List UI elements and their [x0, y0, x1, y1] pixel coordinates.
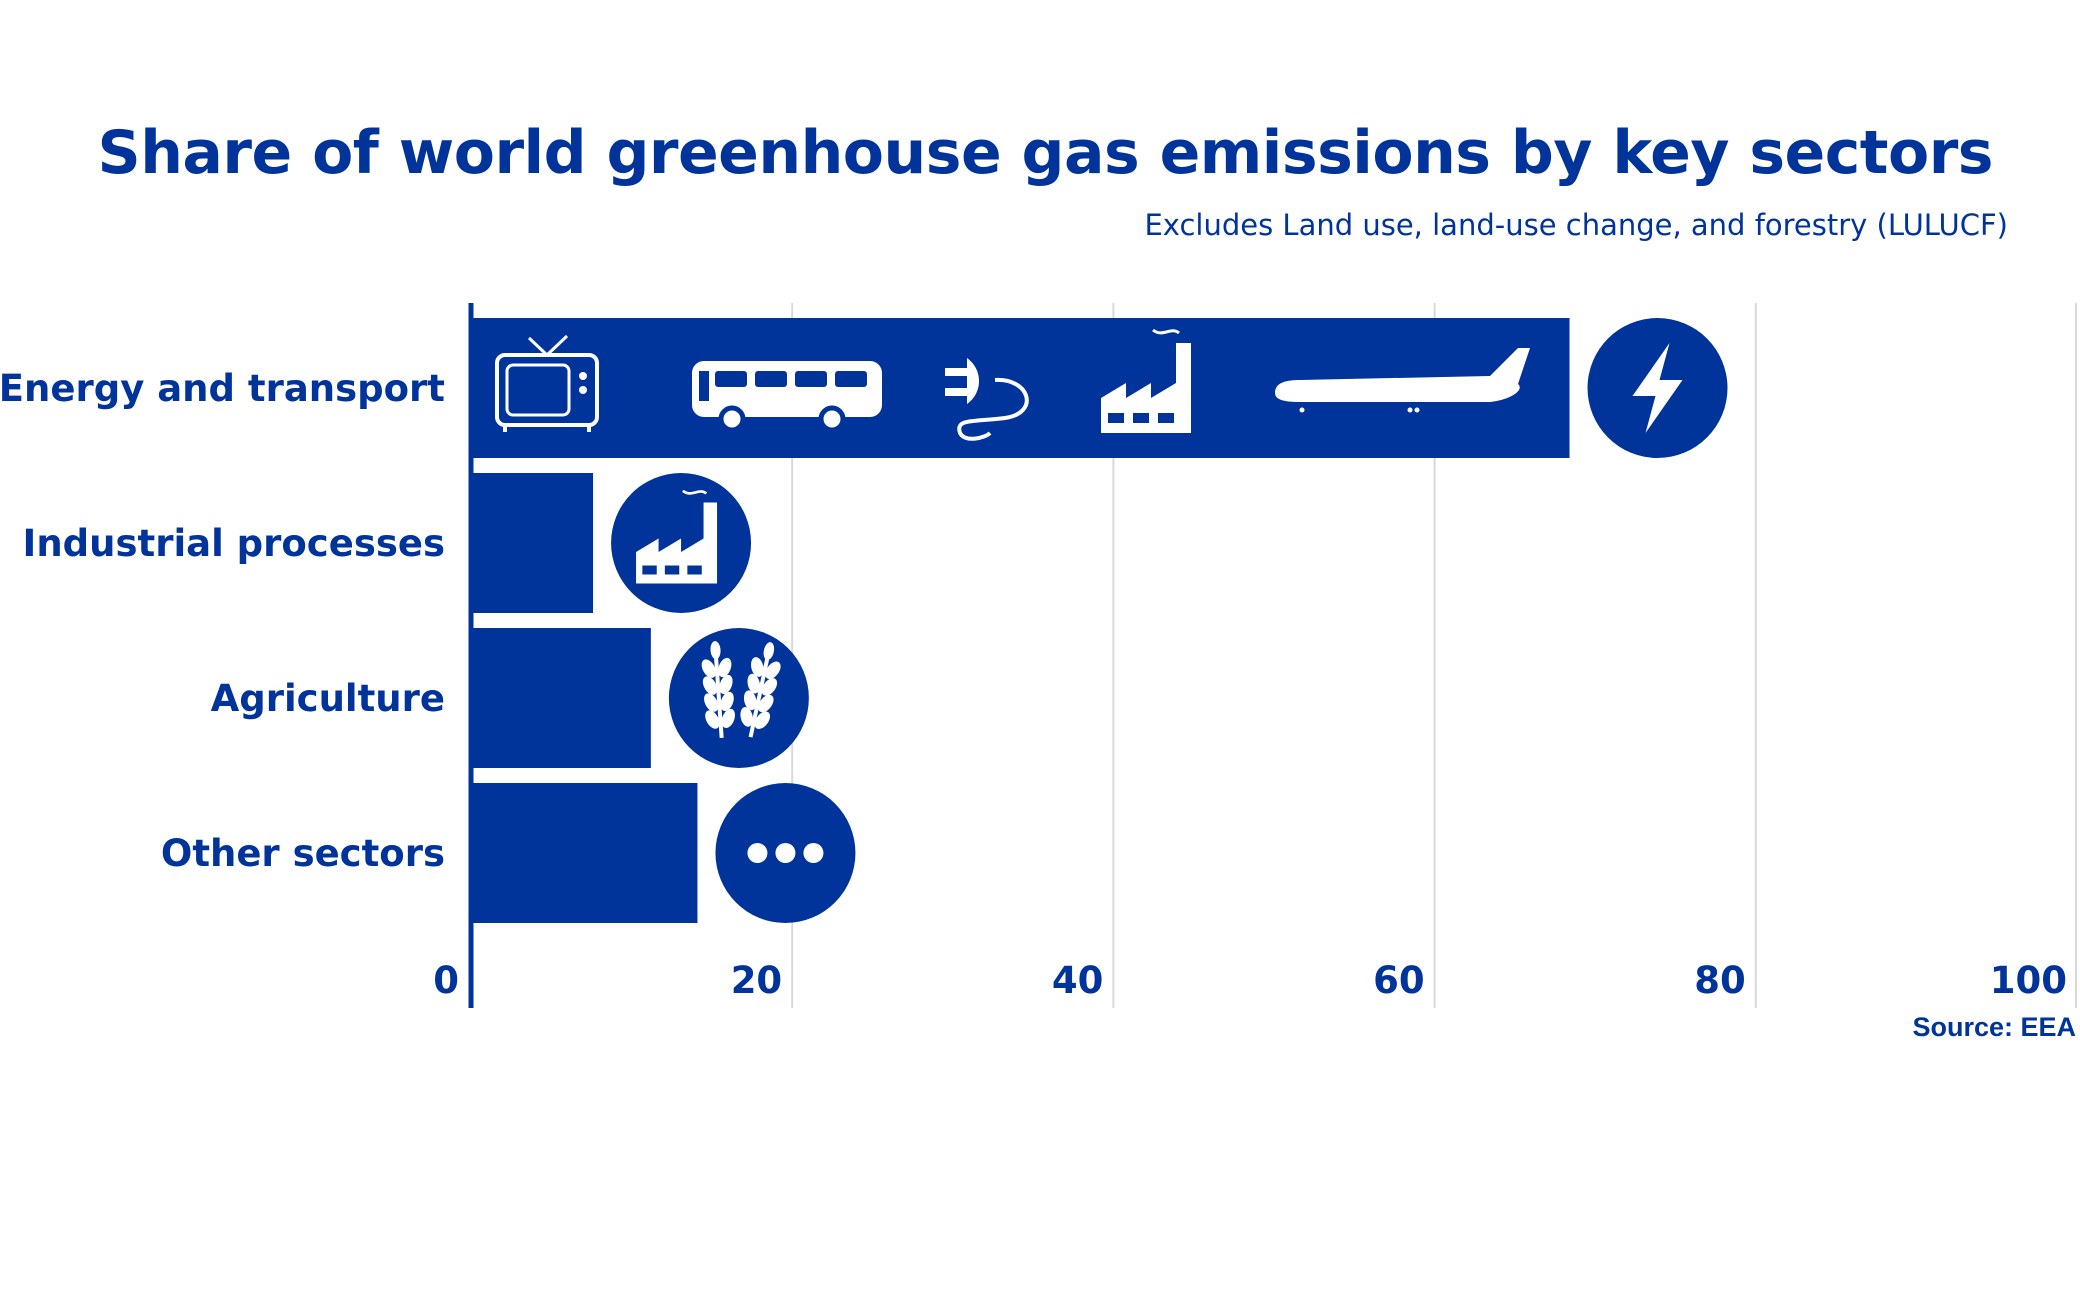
- chart-subtitle: Excludes Land use, land-use change, and …: [1144, 208, 2008, 242]
- category-label: Energy and transport: [0, 367, 445, 410]
- lightning-icon: [1632, 343, 1683, 433]
- bar: [471, 628, 651, 768]
- x-tick-label: 80: [1694, 959, 1746, 1002]
- factory-icon: [636, 489, 718, 584]
- x-tick-labels: 0 20 40 60 80 100: [433, 959, 2067, 1002]
- x-tick-label: 40: [1052, 959, 1104, 1002]
- category-label: Other sectors: [161, 832, 445, 875]
- source-note: Source: EEA: [1912, 1012, 2076, 1042]
- factory-icon: [1101, 328, 1191, 433]
- x-tick-label: 60: [1373, 959, 1425, 1002]
- x-tick-label: 20: [731, 959, 783, 1002]
- bar: [471, 783, 698, 923]
- category-label: Agriculture: [211, 677, 445, 720]
- bar: [471, 473, 594, 613]
- x-tick-label: 0: [433, 959, 459, 1002]
- airplane-icon: [1275, 348, 1530, 413]
- more-dots-icon: [747, 843, 824, 863]
- category-labels: Energy and transport Industrial processes…: [0, 367, 445, 875]
- bar-end-circle: [668, 628, 809, 768]
- chart-title: Share of world greenhouse gas emissions …: [97, 118, 1994, 188]
- tv-icon: [495, 334, 599, 432]
- wheat-icon: [701, 641, 781, 739]
- bus-icon: [692, 361, 882, 433]
- plug-icon: [945, 358, 1029, 441]
- bars: [471, 318, 1570, 923]
- bar-icons: [495, 318, 1728, 923]
- category-label: Industrial processes: [23, 522, 445, 565]
- x-tick-label: 100: [1990, 959, 2067, 1002]
